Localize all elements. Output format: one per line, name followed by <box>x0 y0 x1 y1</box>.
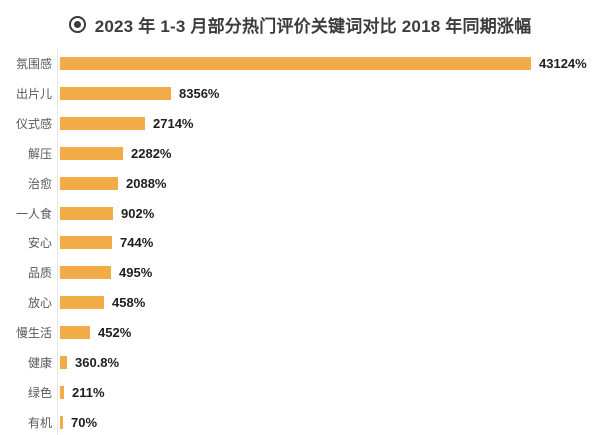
plot-area: 458% <box>59 295 600 310</box>
bar-row: 出片儿 8356% <box>0 79 600 109</box>
value-label: 43124% <box>539 56 587 72</box>
bar <box>60 266 111 280</box>
bar-row: 解压 2282% <box>0 139 600 169</box>
plot-area: 2714% <box>59 116 600 131</box>
bar <box>60 117 145 131</box>
chart-header: 2023 年 1-3 月部分热门评价关键词对比 2018 年同期涨幅 <box>0 0 600 49</box>
bar-row: 放心 458% <box>0 288 600 318</box>
plot-area: 43124% <box>59 56 600 71</box>
value-label: 902% <box>121 205 155 221</box>
plot-area: 2088% <box>59 176 600 191</box>
plot-area: 452% <box>59 325 600 340</box>
bar-row: 有机 70% <box>0 407 600 435</box>
bar <box>60 355 67 369</box>
bar <box>60 87 171 101</box>
value-label: 458% <box>112 295 146 311</box>
bar-row: 慢生活 452% <box>0 318 600 348</box>
value-label: 744% <box>120 235 154 251</box>
value-label: 2714% <box>153 116 194 132</box>
bar <box>60 236 112 250</box>
bar-row: 安心 744% <box>0 228 600 258</box>
bar <box>60 57 531 71</box>
value-label: 360.8% <box>75 354 120 370</box>
bar <box>60 296 104 310</box>
bar-row: 健康 360.8% <box>0 347 600 377</box>
plot-area: 211% <box>59 385 600 400</box>
bar <box>60 415 63 429</box>
value-label: 2088% <box>126 175 167 191</box>
value-label: 2282% <box>131 145 172 161</box>
category-label: 仪式感 <box>15 117 52 132</box>
category-label: 一人食 <box>15 206 52 221</box>
plot-area: 8356% <box>59 86 600 101</box>
category-label: 解压 <box>27 146 52 161</box>
category-label: 健康 <box>27 355 52 370</box>
plot-area: 902% <box>59 206 600 221</box>
chart-title: 2023 年 1-3 月部分热门评价关键词对比 2018 年同期涨幅 <box>94 17 532 36</box>
bar-row: 绿色 211% <box>0 377 600 407</box>
bar-row: 仪式感 2714% <box>0 109 600 139</box>
category-label: 慢生活 <box>15 326 52 341</box>
category-label: 有机 <box>27 415 52 430</box>
bar-row: 氛围感 43124% <box>0 49 600 79</box>
plot-area: 2282% <box>59 146 600 161</box>
bar <box>60 206 113 220</box>
bar-row: 品质 495% <box>0 258 600 288</box>
bar-rows: 氛围感 43124% 出片儿 8356% 仪式感 2714% 解压 2282% … <box>0 49 600 435</box>
category-label: 品质 <box>27 266 52 281</box>
category-label: 安心 <box>27 236 52 251</box>
bar-row: 治愈 2088% <box>0 168 600 198</box>
bar <box>60 146 123 160</box>
y-axis-line <box>57 49 58 435</box>
plot-area: 70% <box>59 415 600 430</box>
bar <box>60 326 90 340</box>
category-label: 氛围感 <box>15 57 52 72</box>
value-label: 70% <box>71 414 98 430</box>
category-label: 放心 <box>27 296 52 311</box>
bar <box>60 176 118 190</box>
bar-row: 一人食 902% <box>0 198 600 228</box>
category-label: 出片儿 <box>15 87 52 102</box>
plot-area: 744% <box>59 235 600 250</box>
value-label: 495% <box>119 265 153 281</box>
plot-area: 360.8% <box>59 355 600 370</box>
value-label: 211% <box>72 384 105 400</box>
value-label: 452% <box>98 325 132 341</box>
value-label: 8356% <box>179 86 220 102</box>
category-label: 绿色 <box>27 385 52 400</box>
bullseye-icon <box>68 16 86 33</box>
bar <box>60 385 64 399</box>
category-label: 治愈 <box>27 176 52 191</box>
plot-area: 495% <box>59 265 600 280</box>
bar-chart: 氛围感 43124% 出片儿 8356% 仪式感 2714% 解压 2282% … <box>0 49 600 435</box>
